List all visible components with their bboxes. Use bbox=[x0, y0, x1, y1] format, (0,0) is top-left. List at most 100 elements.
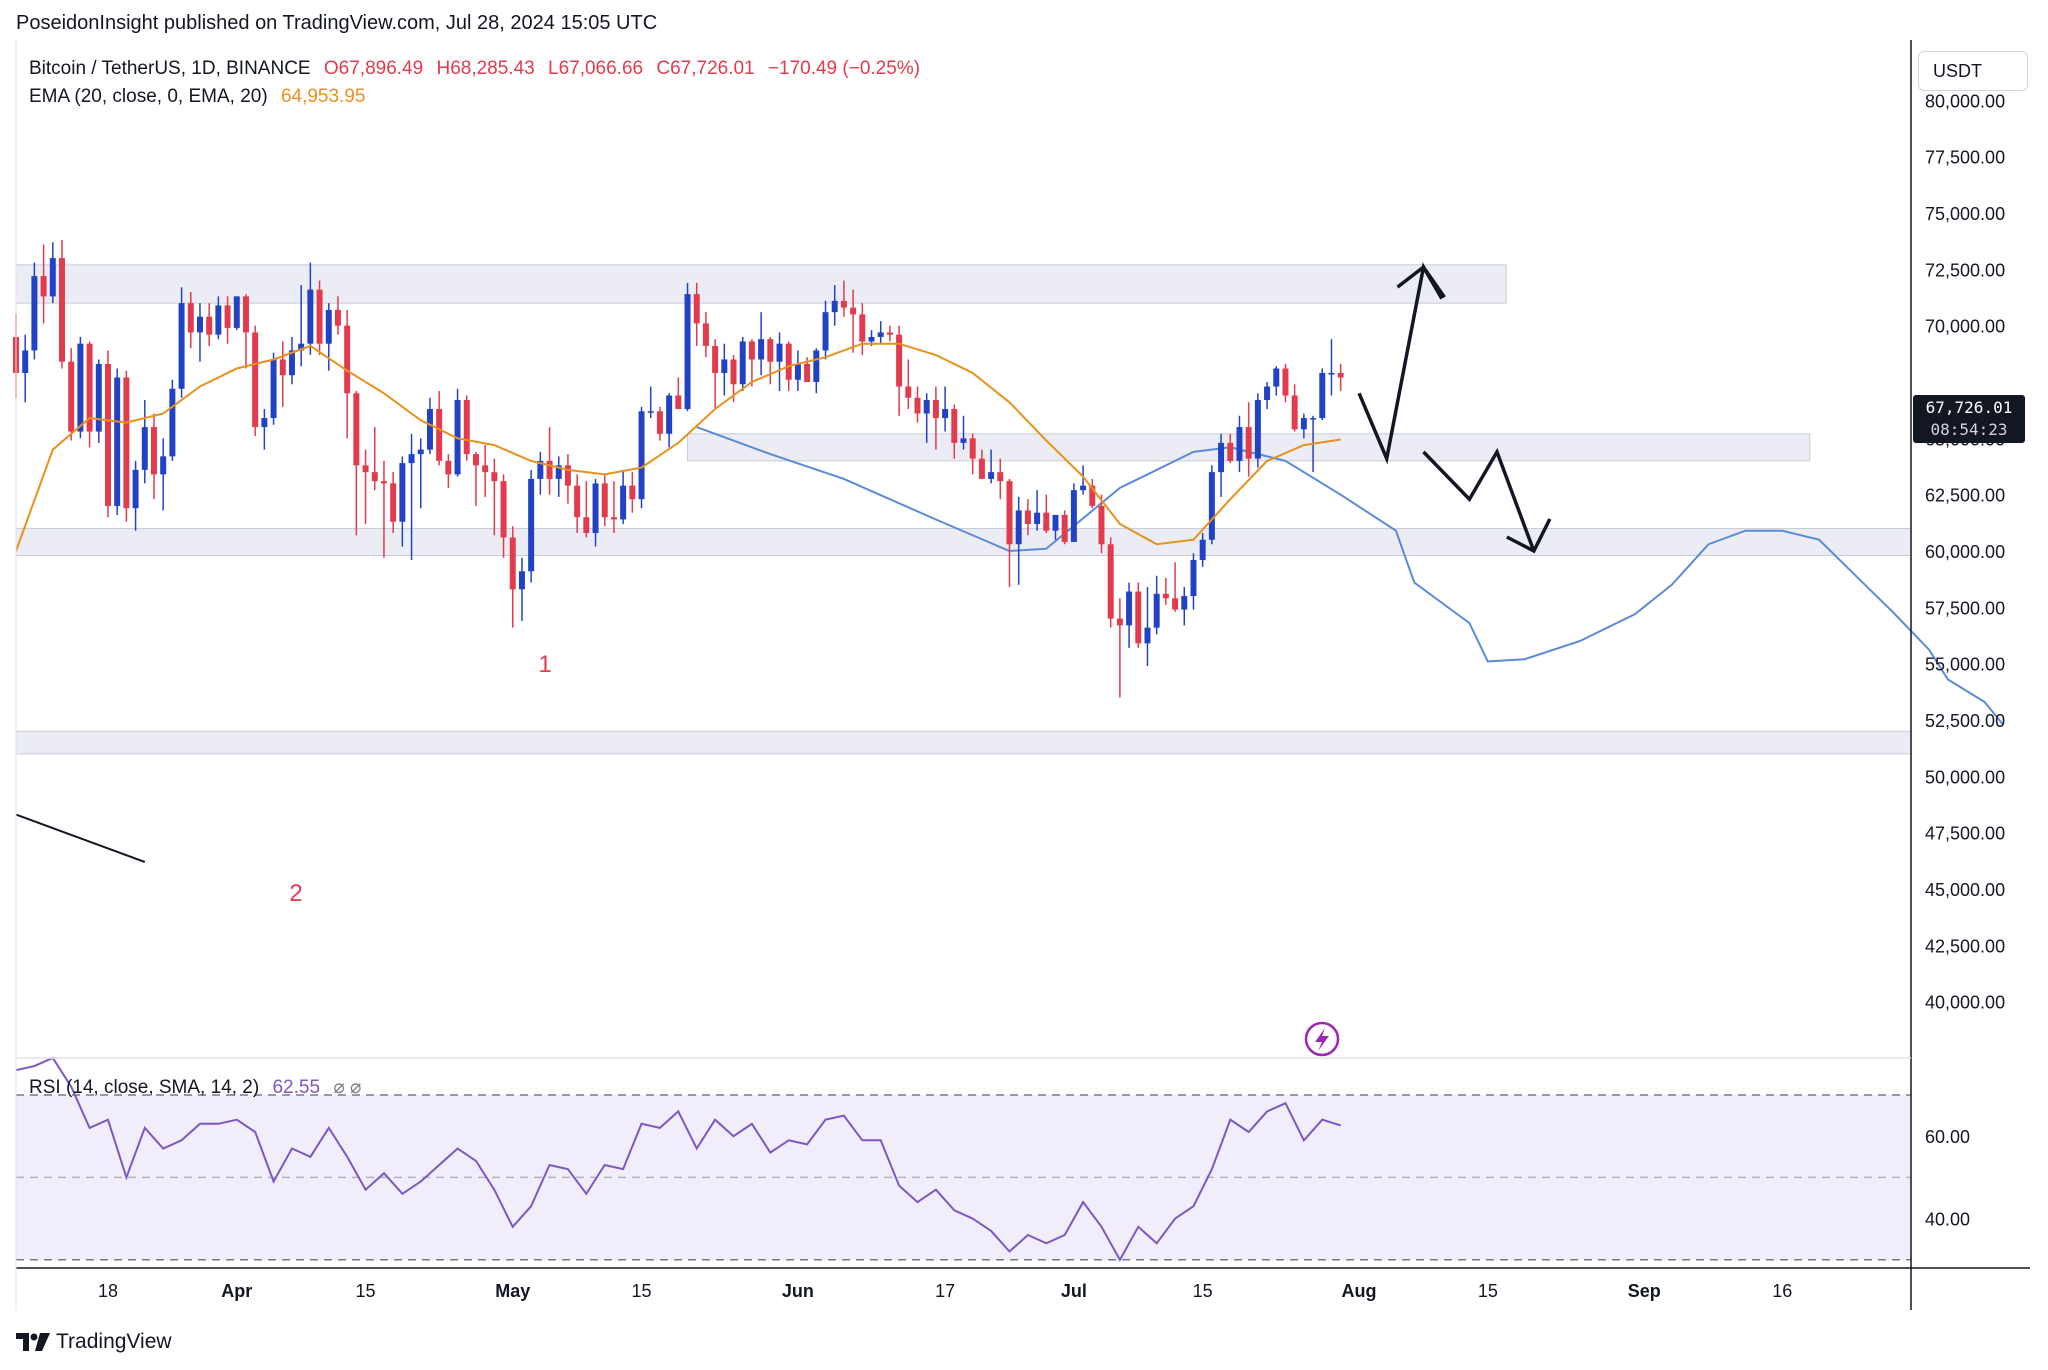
price-tick-label: 77,500.00 bbox=[1925, 148, 2005, 168]
candle-body bbox=[1245, 427, 1252, 459]
candle bbox=[629, 472, 636, 513]
candle bbox=[178, 287, 185, 398]
candle-body bbox=[463, 400, 470, 455]
symbol-name[interactable]: Bitcoin / TetherUS, 1D, BINANCE bbox=[29, 58, 311, 79]
candle bbox=[1135, 582, 1142, 648]
candle bbox=[1144, 587, 1151, 666]
tradingview-logo[interactable]: TradingView bbox=[16, 1330, 172, 1354]
candle bbox=[601, 474, 608, 527]
ema-label[interactable]: EMA (20, close, 0, EMA, 20) bbox=[29, 86, 268, 107]
rsi-label[interactable]: RSI (14, close, SMA, 14, 2) bbox=[29, 1077, 260, 1098]
candle-body bbox=[813, 350, 820, 382]
candle bbox=[905, 359, 912, 410]
candle bbox=[316, 280, 323, 355]
candle bbox=[1015, 496, 1022, 585]
candle-body bbox=[1328, 372, 1335, 375]
candle-body bbox=[1273, 368, 1280, 387]
candle-body bbox=[482, 465, 489, 473]
price-zone bbox=[15, 730, 1912, 755]
candle bbox=[1273, 366, 1280, 396]
candle bbox=[1208, 465, 1215, 545]
candle-body bbox=[187, 303, 194, 333]
candle-body bbox=[68, 361, 75, 432]
candle-body bbox=[1061, 514, 1068, 542]
rsi-legend: RSI (14, close, SMA, 14, 2) 62.55 ⌀ ⌀ bbox=[29, 1076, 361, 1099]
candle-body bbox=[1300, 418, 1307, 430]
candle-body bbox=[518, 571, 525, 590]
candle-body bbox=[555, 465, 562, 479]
time-tick-label: 15 bbox=[632, 1281, 652, 1301]
candle-body bbox=[1034, 512, 1041, 524]
candle-body bbox=[629, 485, 636, 500]
candle-body bbox=[1172, 598, 1179, 610]
candle-body bbox=[1282, 368, 1289, 396]
candle bbox=[334, 296, 341, 335]
candle bbox=[528, 469, 535, 583]
arrow-down-drawing bbox=[1422, 447, 1536, 552]
candle bbox=[886, 325, 893, 342]
lightning-icon[interactable] bbox=[1304, 1021, 1340, 1057]
candle bbox=[564, 454, 571, 504]
candle bbox=[978, 449, 985, 479]
candle bbox=[426, 397, 433, 455]
time-tick-label: Sep bbox=[1628, 1281, 1661, 1301]
candle-body bbox=[702, 323, 709, 346]
candle bbox=[546, 427, 553, 495]
candle-body bbox=[114, 377, 121, 506]
candle-body bbox=[1116, 618, 1123, 626]
candle-body bbox=[748, 341, 755, 360]
time-tick-label: May bbox=[495, 1281, 530, 1301]
price-tick-label: 75,000.00 bbox=[1925, 204, 2005, 224]
price-tick-label: 50,000.00 bbox=[1925, 767, 2005, 787]
candle bbox=[610, 481, 617, 533]
candle bbox=[362, 449, 369, 524]
candle-body bbox=[1254, 400, 1261, 459]
candle bbox=[1300, 413, 1307, 439]
change-value: −170.49 (−0.25%) bbox=[767, 58, 921, 79]
candle bbox=[77, 336, 84, 439]
candle bbox=[1006, 478, 1013, 588]
candle bbox=[1254, 393, 1261, 468]
candle bbox=[22, 334, 29, 403]
candle bbox=[1328, 339, 1335, 396]
candle-body bbox=[620, 485, 627, 520]
candle-body bbox=[417, 449, 424, 455]
candle bbox=[794, 350, 801, 392]
time-tick-label: Jun bbox=[782, 1281, 814, 1301]
candle-body bbox=[22, 350, 29, 373]
candle bbox=[1024, 499, 1031, 536]
candle bbox=[399, 456, 406, 547]
candle bbox=[224, 296, 231, 344]
candle-body bbox=[242, 296, 249, 333]
candle bbox=[1319, 368, 1326, 421]
candle-body bbox=[1043, 512, 1050, 531]
candle-body bbox=[1208, 472, 1215, 540]
candle bbox=[279, 341, 286, 407]
candle bbox=[1061, 510, 1068, 545]
ema-value: 64,953.95 bbox=[280, 86, 366, 107]
candle-body bbox=[353, 393, 360, 466]
price-tick-label: 40,000.00 bbox=[1925, 993, 2005, 1013]
candle-body bbox=[666, 395, 673, 434]
candle-body bbox=[334, 309, 341, 326]
candle-body bbox=[877, 332, 884, 337]
candle-body bbox=[252, 332, 259, 428]
high-value: H68,285.43 bbox=[436, 58, 535, 79]
candle bbox=[850, 289, 857, 353]
candle-body bbox=[141, 427, 148, 470]
currency-unit-selector[interactable]: USDT bbox=[1918, 51, 2028, 91]
candle bbox=[1190, 553, 1197, 610]
candle-body bbox=[472, 454, 479, 466]
open-value: O67,896.49 bbox=[323, 58, 424, 79]
ema-20-line bbox=[15, 342, 1341, 552]
candle bbox=[187, 291, 194, 349]
candle bbox=[1227, 433, 1234, 464]
candle bbox=[1218, 433, 1225, 497]
candle-body bbox=[40, 276, 47, 297]
candle bbox=[114, 368, 121, 515]
candle-body bbox=[371, 472, 378, 482]
candle-body bbox=[215, 305, 222, 335]
candle-body bbox=[1135, 591, 1142, 644]
rsi-extra: ⌀ ⌀ bbox=[333, 1077, 362, 1098]
